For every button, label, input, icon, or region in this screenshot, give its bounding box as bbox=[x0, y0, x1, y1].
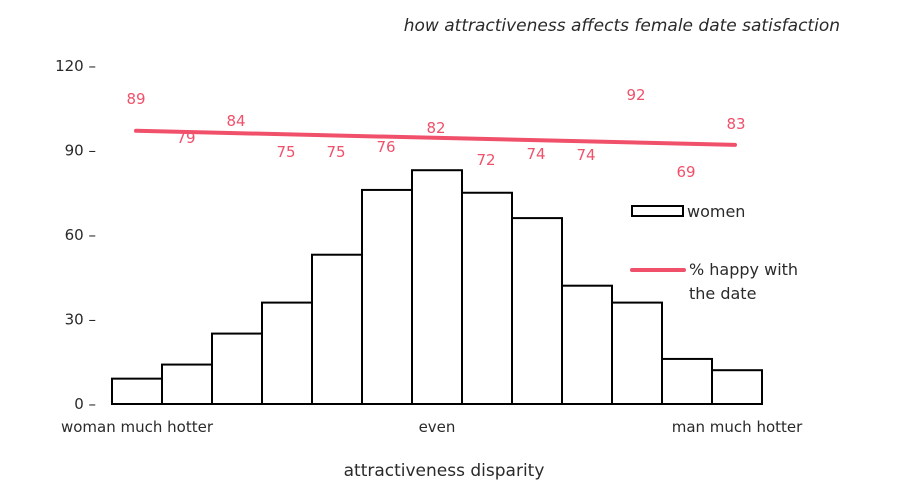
bars bbox=[111, 169, 763, 406]
chart-title: how attractiveness affects female date s… bbox=[404, 16, 840, 36]
x-category-label: even bbox=[419, 418, 456, 436]
x-category-label: man much hotter bbox=[672, 418, 803, 436]
bar-women bbox=[711, 369, 763, 406]
happy-data-label: 84 bbox=[226, 112, 245, 130]
happy-data-label: 69 bbox=[676, 163, 695, 181]
bar-women bbox=[411, 169, 463, 405]
data-labels: 89 79 84 75 75 76 82 72 74 74 92 69 83 bbox=[126, 86, 745, 181]
bar-women bbox=[261, 301, 313, 406]
bar-women bbox=[111, 377, 163, 405]
x-axis-label: attractiveness disparity bbox=[344, 461, 545, 481]
happy-data-label: 76 bbox=[376, 138, 395, 156]
happy-trend-line bbox=[134, 128, 737, 147]
bar-women bbox=[511, 217, 563, 405]
bar-women bbox=[161, 363, 213, 406]
y-tick-label: 0 – bbox=[74, 395, 96, 413]
happy-data-label: 82 bbox=[426, 119, 445, 137]
bar-women bbox=[211, 332, 263, 406]
happy-data-label: 92 bbox=[626, 86, 645, 104]
y-tick-label: 120 – bbox=[55, 57, 96, 75]
bar-women bbox=[561, 284, 613, 406]
bar-women bbox=[461, 191, 513, 405]
happy-data-label: 75 bbox=[326, 143, 345, 161]
x-axis-categories: woman much hotter even man much hotter bbox=[61, 418, 803, 436]
happy-data-label: 79 bbox=[176, 129, 195, 147]
bar-women bbox=[361, 188, 413, 405]
legend-happy-label-line2: the date bbox=[689, 284, 756, 303]
legend: women % happy with the date bbox=[630, 202, 798, 303]
happy-data-label: 75 bbox=[276, 143, 295, 161]
bar-women bbox=[311, 253, 363, 405]
happy-data-label: 72 bbox=[476, 151, 495, 169]
happy-data-label: 74 bbox=[526, 145, 545, 163]
y-axis: 0 – 30 – 60 – 90 – 120 – bbox=[55, 57, 96, 413]
legend-women-label: women bbox=[687, 202, 745, 221]
y-tick-label: 60 – bbox=[65, 226, 96, 244]
legend-happy-label-line1: % happy with bbox=[689, 260, 798, 279]
happy-data-label: 74 bbox=[576, 146, 595, 164]
bar-women bbox=[661, 357, 713, 405]
y-tick-label: 90 – bbox=[65, 142, 96, 160]
legend-women-swatch bbox=[631, 205, 684, 217]
trend-line-group bbox=[134, 128, 737, 147]
x-category-label: woman much hotter bbox=[61, 418, 214, 436]
happy-data-label: 83 bbox=[726, 115, 745, 133]
y-tick-label: 30 – bbox=[65, 311, 96, 329]
bar-women bbox=[611, 301, 663, 406]
happy-data-label: 89 bbox=[126, 90, 145, 108]
